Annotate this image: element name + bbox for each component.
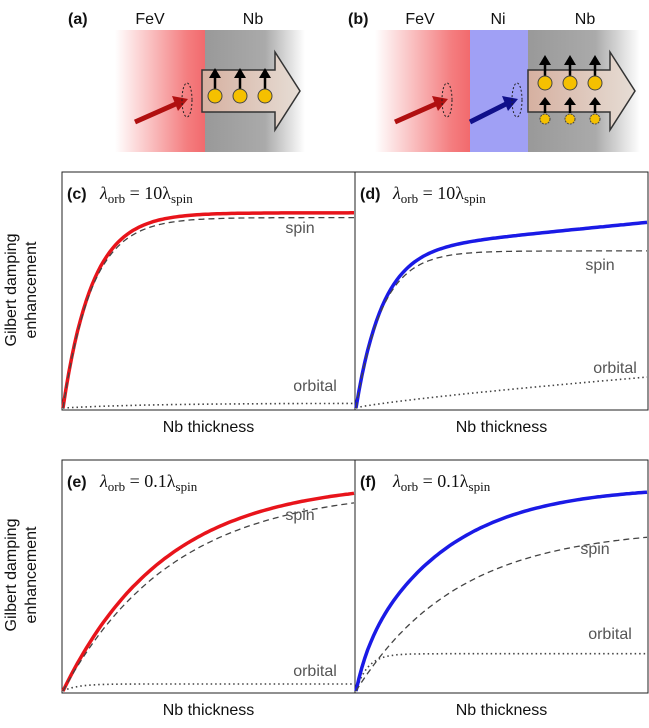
x-axis-title: Nb thickness [163, 419, 255, 436]
formula-part: λ [99, 183, 108, 203]
layer-label: Nb [575, 11, 596, 28]
curve-label: orbital [293, 378, 337, 395]
panel-label: (a) [68, 11, 88, 28]
curve-label: spin [585, 257, 614, 274]
total-curve [356, 492, 647, 691]
electron [565, 114, 575, 124]
electron [590, 114, 600, 124]
electron [233, 89, 247, 103]
layer-label: FeV [405, 11, 435, 28]
electron [588, 76, 602, 90]
ni-layer [470, 30, 528, 152]
y-label-line: enhancement [23, 526, 40, 624]
formula-part: orb [108, 479, 125, 494]
orbital-curve [356, 654, 647, 691]
curve-label: orbital [588, 626, 632, 643]
formula-part: spin [176, 479, 198, 494]
formula-part: λ [392, 183, 401, 203]
formula-part: λ [99, 471, 108, 491]
electron [538, 76, 552, 90]
panel-label: (d) [360, 186, 380, 203]
electron [563, 76, 577, 90]
formula: λorb = 10λspin [99, 183, 193, 206]
formula-part: spin [171, 191, 193, 206]
curve-label: spin [580, 541, 609, 558]
fev-layer [375, 30, 470, 152]
panel-label: (b) [348, 11, 368, 28]
x-axis-title: Nb thickness [163, 702, 255, 719]
formula-part: orb [108, 191, 125, 206]
y-label-line: Gilbert damping [3, 519, 20, 632]
figure: (a) FeV Nb (b) FeV Ni Nb Gilbert damping… [0, 0, 649, 723]
spin-curve [356, 537, 647, 691]
formula: λorb = 0.1λspin [392, 471, 491, 494]
plot-frame [62, 172, 355, 410]
layer-label: FeV [135, 11, 165, 28]
layer-label: Nb [243, 11, 264, 28]
formula-part: = 0.1λ [125, 471, 176, 491]
curve-label: orbital [593, 360, 637, 377]
formula: λorb = 0.1λspin [99, 471, 198, 494]
orbital-curve [63, 403, 354, 408]
curve-label: orbital [293, 663, 337, 680]
electron [258, 89, 272, 103]
plot-frame [62, 460, 355, 693]
electron [208, 89, 222, 103]
curve-label: spin [285, 507, 314, 524]
electron [540, 114, 550, 124]
formula-part: spin [464, 191, 486, 206]
x-axis-title: Nb thickness [456, 702, 548, 719]
formula-part: = 10λ [125, 183, 171, 203]
panel-label: (e) [67, 474, 87, 491]
panel-label: (f) [360, 474, 376, 491]
y-label-line: enhancement [23, 241, 40, 339]
y-axis-title: Gilbert damping enhancement [3, 519, 40, 632]
y-label-line: Gilbert damping [3, 234, 20, 347]
panel-label: (c) [67, 186, 87, 203]
layer-label: Ni [490, 11, 505, 28]
formula-part: λ [392, 471, 401, 491]
orbital-curve [356, 377, 647, 408]
schematics [115, 30, 640, 152]
y-axis-title: Gilbert damping enhancement [3, 234, 40, 347]
formula: λorb = 10λspin [392, 183, 486, 206]
formula-part: orb [401, 191, 418, 206]
x-axis-title: Nb thickness [456, 419, 548, 436]
formula-part: = 10λ [418, 183, 464, 203]
curve-label: spin [285, 220, 314, 237]
formula-part: orb [401, 479, 418, 494]
orbital-curve [63, 684, 354, 691]
total-curve [356, 222, 647, 408]
formula-part: spin [469, 479, 491, 494]
formula-part: = 0.1λ [418, 471, 469, 491]
